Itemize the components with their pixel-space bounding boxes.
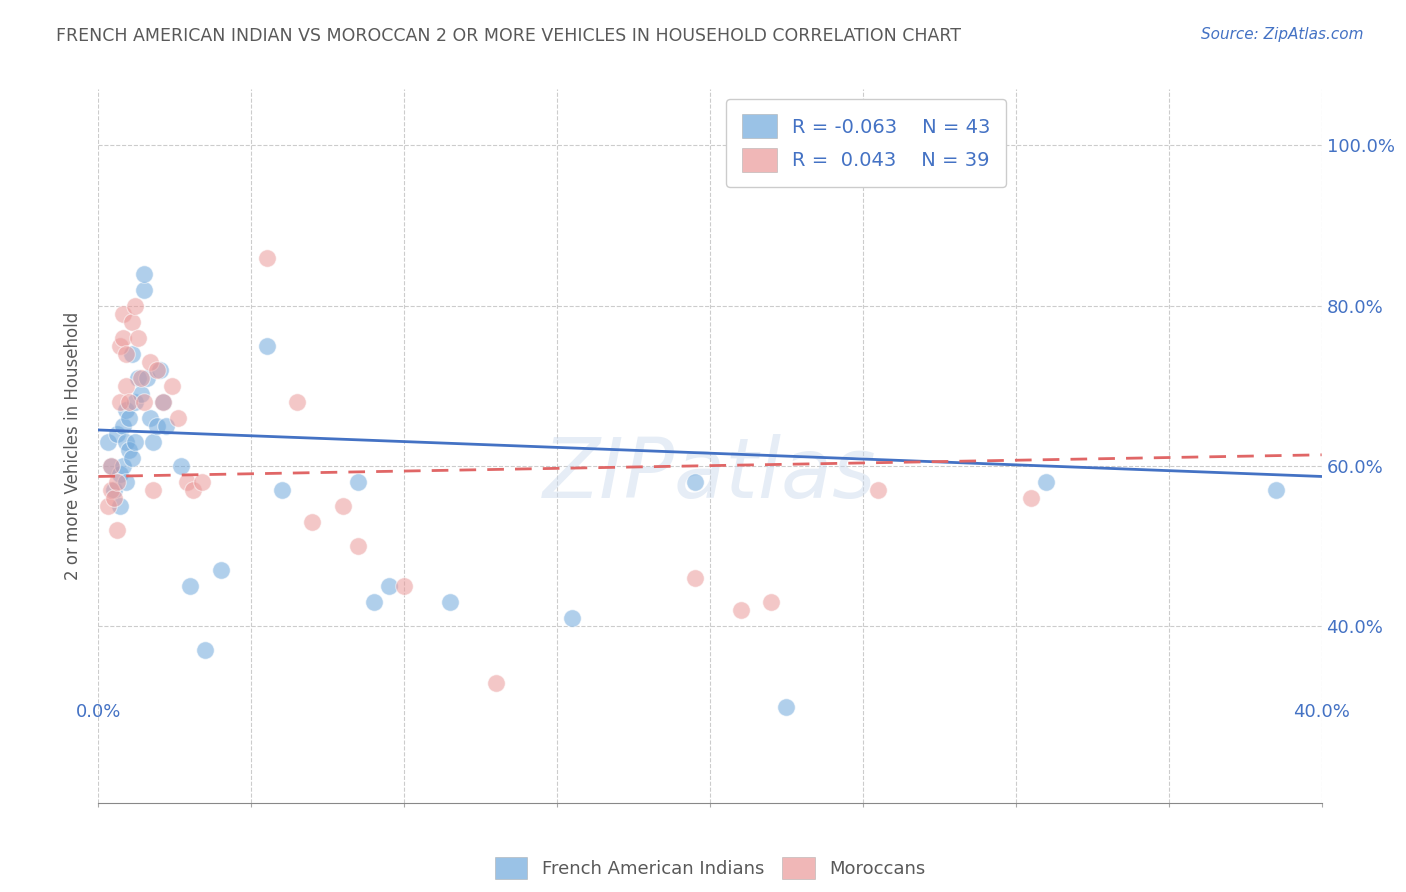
Point <box>97 499 120 513</box>
Point <box>100 458 122 473</box>
Point <box>179 579 201 593</box>
Point <box>105 523 128 537</box>
Point <box>127 331 149 345</box>
Point <box>121 347 143 361</box>
Point <box>332 499 354 513</box>
Point <box>181 483 204 497</box>
Point <box>115 475 138 489</box>
Point <box>100 483 122 497</box>
Point <box>285 395 308 409</box>
Point <box>111 458 134 473</box>
Point <box>301 515 323 529</box>
Point <box>124 435 146 450</box>
Point <box>167 411 190 425</box>
Point <box>176 475 198 489</box>
Point <box>209 563 232 577</box>
Point <box>103 483 125 497</box>
Point <box>439 595 461 609</box>
Point <box>149 363 172 377</box>
Point <box>145 419 167 434</box>
Point <box>134 395 156 409</box>
Point <box>392 579 416 593</box>
Text: Source: ZipAtlas.com: Source: ZipAtlas.com <box>1201 27 1364 42</box>
Point <box>152 395 174 409</box>
Point <box>683 475 706 489</box>
Point <box>191 475 214 489</box>
Point <box>118 411 141 425</box>
Point <box>118 442 141 457</box>
Point <box>775 699 797 714</box>
Text: ZIPatlas: ZIPatlas <box>543 434 877 515</box>
Point <box>103 491 125 505</box>
Point <box>139 411 162 425</box>
Point <box>142 435 165 450</box>
Point <box>378 579 401 593</box>
Point <box>108 395 131 409</box>
Point <box>100 458 122 473</box>
Point <box>347 475 370 489</box>
Point <box>121 450 143 465</box>
Point <box>1035 475 1057 489</box>
Point <box>160 379 183 393</box>
Point <box>152 395 174 409</box>
Point <box>363 595 385 609</box>
Point <box>347 539 370 553</box>
Point <box>105 427 128 442</box>
Point <box>730 603 752 617</box>
Point <box>759 595 782 609</box>
Point <box>115 379 138 393</box>
Point <box>256 339 278 353</box>
Point <box>115 403 138 417</box>
Point <box>145 363 167 377</box>
Point <box>118 395 141 409</box>
Point <box>170 458 193 473</box>
Point <box>124 395 146 409</box>
Y-axis label: 2 or more Vehicles in Household: 2 or more Vehicles in Household <box>65 312 83 580</box>
Point <box>155 419 177 434</box>
Point <box>134 267 156 281</box>
Point <box>194 643 217 657</box>
Point <box>124 299 146 313</box>
Text: 40.0%: 40.0% <box>1294 703 1350 721</box>
Point <box>111 419 134 434</box>
Point <box>139 355 162 369</box>
Legend: French American Indians, Moroccans: French American Indians, Moroccans <box>488 850 932 887</box>
Point <box>121 315 143 329</box>
Point <box>115 347 138 361</box>
Point <box>129 371 152 385</box>
Point <box>485 675 508 690</box>
Point <box>868 483 890 497</box>
Point <box>108 467 131 481</box>
Point <box>105 475 128 489</box>
Text: FRENCH AMERICAN INDIAN VS MOROCCAN 2 OR MORE VEHICLES IN HOUSEHOLD CORRELATION C: FRENCH AMERICAN INDIAN VS MOROCCAN 2 OR … <box>56 27 962 45</box>
Point <box>111 307 134 321</box>
Point <box>136 371 159 385</box>
Point <box>108 339 131 353</box>
Point <box>1264 483 1286 497</box>
Point <box>111 331 134 345</box>
Point <box>270 483 292 497</box>
Text: 0.0%: 0.0% <box>76 703 121 721</box>
Point <box>256 251 278 265</box>
Point <box>108 499 131 513</box>
Point <box>97 435 120 450</box>
Point <box>129 387 152 401</box>
Point <box>1019 491 1042 505</box>
Point <box>134 283 156 297</box>
Point <box>561 611 583 625</box>
Point <box>683 571 706 585</box>
Point <box>115 435 138 450</box>
Point <box>142 483 165 497</box>
Point <box>127 371 149 385</box>
